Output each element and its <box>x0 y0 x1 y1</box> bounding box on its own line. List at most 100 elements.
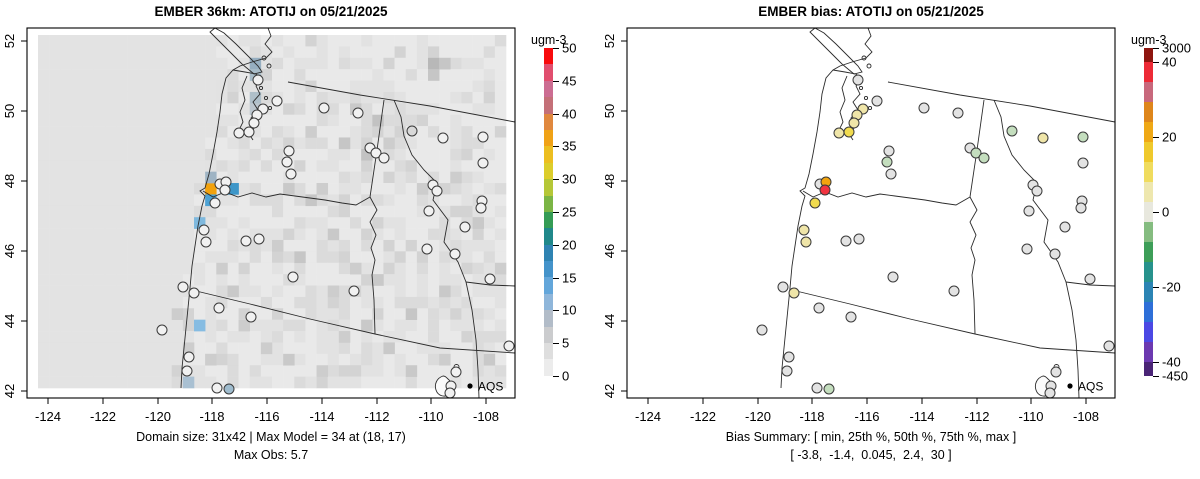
raster-cell <box>93 194 106 207</box>
raster-cell <box>216 251 228 264</box>
raster-cell <box>249 274 262 286</box>
raster-cell <box>82 183 95 195</box>
raster-cell <box>116 137 128 150</box>
raster-cell <box>272 353 284 366</box>
station-marker <box>871 95 883 107</box>
raster-cell <box>260 91 273 104</box>
aqs-label: AQS <box>1078 380 1103 394</box>
raster-cell <box>494 228 507 241</box>
raster-cell <box>104 308 117 320</box>
raster-cell <box>383 126 395 138</box>
raster-cell <box>149 148 161 161</box>
raster-cell <box>450 69 462 81</box>
raster-cell-highlight <box>372 114 384 127</box>
station-marker <box>1077 157 1089 169</box>
raster-cell <box>383 239 395 252</box>
raster-cell <box>194 148 206 161</box>
raster-cell <box>327 194 340 207</box>
station-marker <box>1049 248 1061 260</box>
raster-cell <box>394 274 407 286</box>
raster-cell <box>450 35 462 47</box>
colorbar-tick-label: 0 <box>1162 204 1170 220</box>
raster-cell <box>327 160 340 172</box>
colorbar-tick-mark <box>1153 361 1159 363</box>
raster-cell <box>272 365 284 377</box>
raster-cell-highlight <box>227 285 239 298</box>
raster-cell <box>472 69 485 81</box>
raster-cell <box>149 171 161 184</box>
y-tick-label: 44 <box>602 314 617 328</box>
raster-cell <box>305 262 317 275</box>
raster-cell <box>394 160 407 172</box>
raster-cell <box>494 239 507 252</box>
station-marker <box>1031 185 1043 197</box>
raster-cell <box>194 239 206 252</box>
raster-cell <box>127 285 139 298</box>
raster-cell <box>216 376 228 389</box>
raster-cell <box>182 194 195 207</box>
raster-cell <box>216 239 228 252</box>
station-marker <box>970 147 982 159</box>
raster-cell <box>194 353 206 366</box>
raster-cell <box>127 194 139 207</box>
raster-cell <box>294 114 306 127</box>
raster-cell <box>405 331 418 343</box>
colorbar-segment <box>1144 102 1153 122</box>
raster-cell <box>428 342 440 355</box>
y-tick-label: 42 <box>2 384 17 398</box>
raster-cell <box>416 35 429 47</box>
raster-cell <box>416 342 429 355</box>
raster-cell <box>338 126 351 138</box>
raster-cell <box>216 46 228 59</box>
raster-cell <box>227 342 239 355</box>
raster-cell <box>372 319 384 332</box>
raster-cell <box>372 171 384 184</box>
raster-cell <box>461 183 473 195</box>
raster-cell-highlight <box>483 353 496 366</box>
raster-cell <box>260 239 273 252</box>
raster-cell <box>416 114 429 127</box>
raster-cell <box>294 228 306 241</box>
raster-cell <box>127 342 139 355</box>
raster-cell-highlight <box>260 342 273 355</box>
raster-cell <box>260 319 273 332</box>
colorbar-segment <box>1144 62 1153 82</box>
raster-cell <box>216 35 228 47</box>
raster-cell <box>182 57 195 70</box>
colorbar-tick-mark <box>553 277 559 279</box>
raster-cell <box>194 183 206 195</box>
raster-cell <box>439 217 451 229</box>
raster-cell <box>194 262 206 275</box>
station-marker <box>181 365 193 377</box>
raster-cell <box>171 296 184 309</box>
raster-cell <box>104 114 117 127</box>
raster-cell <box>138 137 150 150</box>
raster-cell <box>182 331 195 343</box>
raster-cell <box>138 69 150 81</box>
raster-cell <box>60 103 72 116</box>
raster-cell <box>149 137 161 150</box>
colorbar-segment <box>1144 322 1153 342</box>
raster-cell <box>138 296 150 309</box>
raster-cell <box>472 91 485 104</box>
colorbar-tick-label: 35 <box>562 138 577 154</box>
colorbar-tick-label: 40 <box>562 106 577 122</box>
colorbar-tick-label: 40 <box>1162 54 1177 70</box>
raster-cell <box>71 183 83 195</box>
raster-cell <box>116 342 128 355</box>
raster-cell <box>216 114 228 127</box>
station-marker <box>211 382 223 394</box>
raster-cell <box>182 103 195 116</box>
hood-canal <box>838 75 848 131</box>
raster-cell <box>38 342 50 355</box>
raster-cell <box>416 365 429 377</box>
raster-cell <box>138 319 150 332</box>
raster-cell <box>205 331 217 343</box>
raster-cell <box>361 353 373 366</box>
raster-cell <box>238 228 251 241</box>
station-marker <box>1075 202 1087 214</box>
raster-cell <box>160 91 173 104</box>
raster-cell <box>461 308 473 320</box>
raster-cell <box>272 262 284 275</box>
raster-cell <box>461 262 473 275</box>
